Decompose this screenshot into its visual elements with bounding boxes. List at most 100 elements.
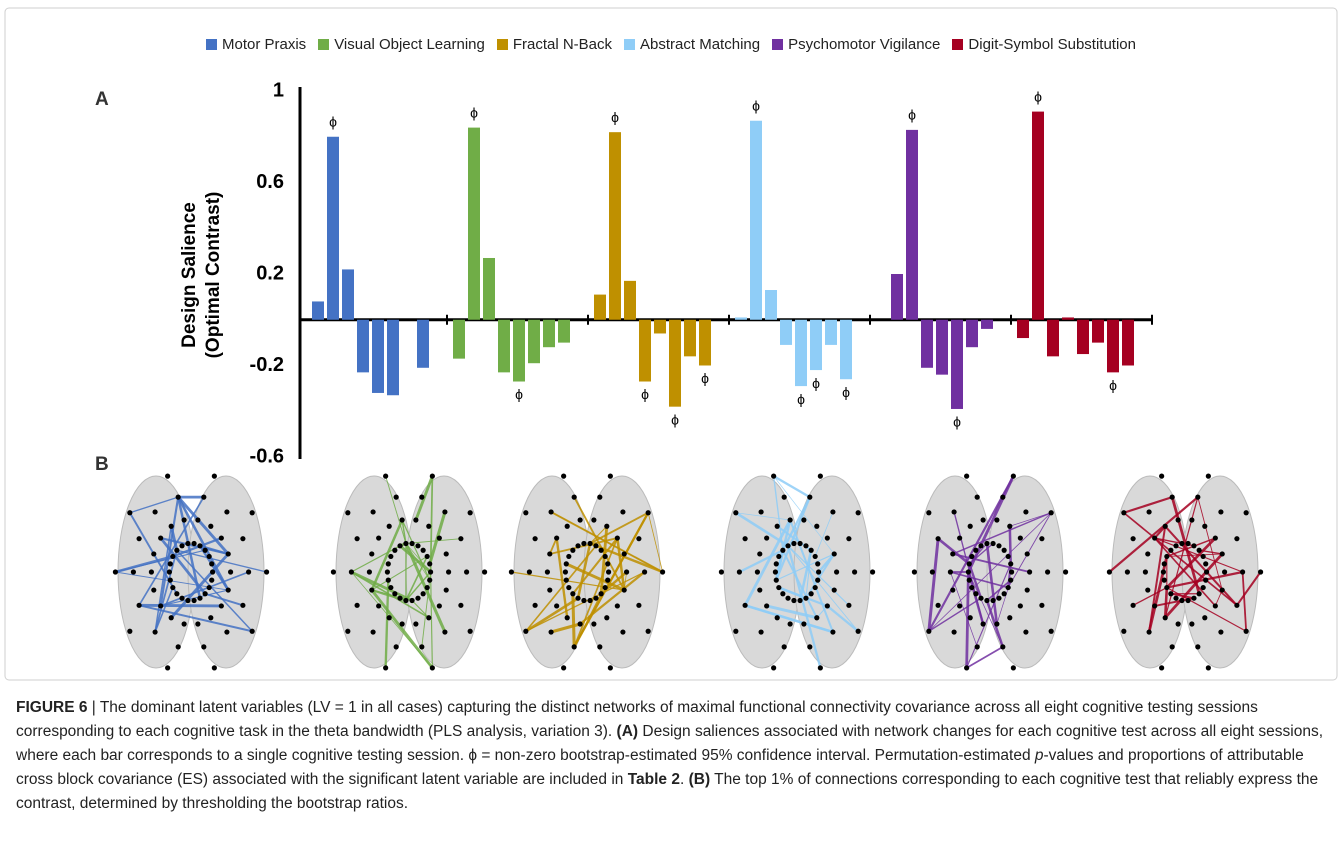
electrode (421, 591, 426, 596)
electrode (1163, 524, 1168, 529)
electrode (622, 551, 627, 556)
bar (810, 320, 822, 370)
electrode (509, 569, 514, 574)
bar (528, 320, 540, 363)
electrode (1011, 474, 1016, 479)
bar (453, 320, 465, 359)
electrode (815, 578, 820, 583)
electrode (561, 474, 566, 479)
electrode (169, 615, 174, 620)
bar (342, 269, 354, 319)
electrode (975, 495, 980, 500)
electrode (554, 535, 559, 540)
electrode (646, 629, 651, 634)
electrode (195, 621, 200, 626)
electrode (419, 644, 424, 649)
electrode (803, 596, 808, 601)
electrode (570, 548, 575, 553)
electrode (1201, 554, 1206, 559)
electrode (482, 569, 487, 574)
electrode (936, 536, 941, 541)
electrode (1008, 561, 1013, 566)
electrode (814, 615, 819, 620)
electrode (807, 644, 812, 649)
electrode (930, 569, 935, 574)
electrode (780, 548, 785, 553)
electrode (1176, 517, 1181, 522)
legend-label: Digit-Symbol Substitution (968, 36, 1136, 53)
electrode (797, 541, 802, 546)
electrode (926, 629, 931, 634)
legend-label: Visual Object Learning (334, 36, 485, 53)
electrode (604, 615, 609, 620)
electrode (430, 474, 435, 479)
electrode (367, 569, 372, 574)
electrode (1206, 665, 1211, 670)
electrode (1161, 569, 1166, 574)
electrode (1006, 585, 1011, 590)
electrode (1152, 603, 1157, 608)
legend-swatch (318, 39, 329, 50)
bar (936, 320, 948, 375)
electrode (978, 596, 983, 601)
electrode (383, 474, 388, 479)
electrode (564, 561, 569, 566)
legend-swatch (497, 39, 508, 50)
electrode (636, 536, 641, 541)
electrode (1213, 603, 1218, 608)
electrode (376, 535, 381, 540)
electrode (1164, 585, 1169, 590)
electrode (240, 603, 245, 608)
electrode (446, 569, 451, 574)
electrode (167, 569, 172, 574)
electrode (426, 615, 431, 620)
electrode (1000, 495, 1005, 500)
electrode (548, 629, 553, 634)
electrode (413, 621, 418, 626)
electrode (369, 551, 374, 556)
electrode (345, 510, 350, 515)
electrode (1018, 603, 1023, 608)
electrode (636, 603, 641, 608)
electrode (578, 517, 583, 522)
electrode (832, 587, 837, 592)
bar (735, 317, 747, 319)
electrode (774, 578, 779, 583)
electrode (548, 509, 553, 514)
electrode (816, 569, 821, 574)
electrode (394, 495, 399, 500)
electrode (581, 598, 586, 603)
electrode (624, 569, 629, 574)
bar (1122, 320, 1134, 366)
electrode (775, 615, 780, 620)
electrode (622, 587, 627, 592)
electrode (226, 587, 231, 592)
electrode (957, 535, 962, 540)
electrode (1131, 536, 1136, 541)
electrode (565, 615, 570, 620)
electrode (791, 541, 796, 546)
electrode (1018, 535, 1023, 540)
electrode (1006, 554, 1011, 559)
electrode (174, 548, 179, 553)
electrode (1197, 591, 1202, 596)
electrode (743, 603, 748, 608)
electrode (533, 603, 538, 608)
electrode (113, 569, 118, 574)
electrode (597, 495, 602, 500)
significance-marker: ϕ (515, 386, 523, 402)
electrode (1220, 551, 1225, 556)
electrode (984, 598, 989, 603)
caption-text: FIGURE 6 (16, 699, 87, 716)
electrode (1164, 554, 1169, 559)
electrode (428, 569, 433, 574)
electrode (1131, 603, 1136, 608)
bar (312, 301, 324, 319)
electrode (1234, 603, 1239, 608)
electrode (191, 598, 196, 603)
legend-label: Motor Praxis (222, 36, 306, 53)
electrode (968, 524, 973, 529)
electrode (1202, 524, 1207, 529)
caption-text: Table 2 (628, 771, 680, 788)
electrode (969, 585, 974, 590)
